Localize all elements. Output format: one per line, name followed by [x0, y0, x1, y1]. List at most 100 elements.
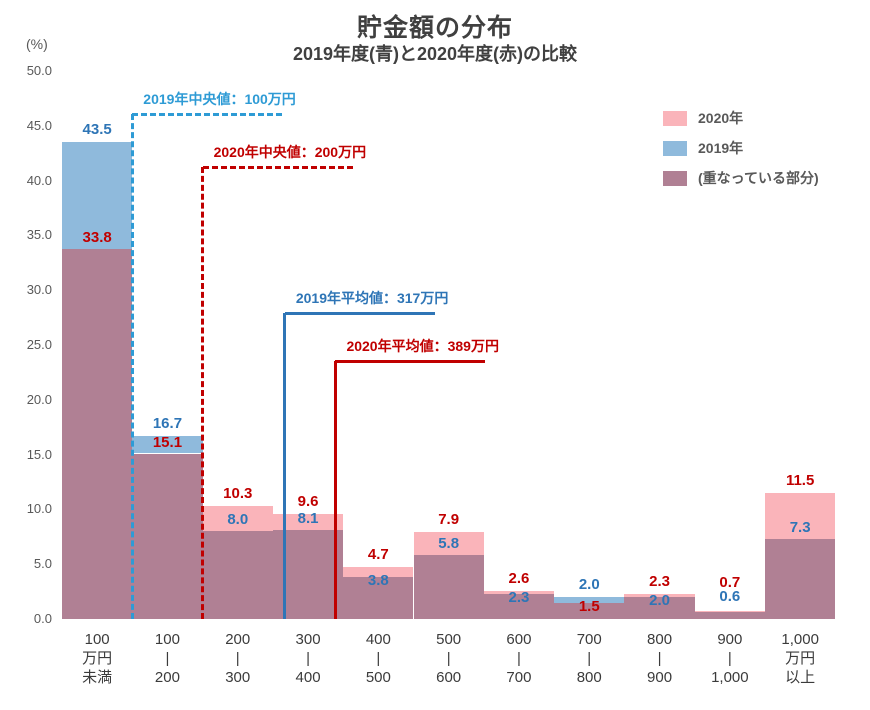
legend: 2020年 2019年 (重なっている部分) [663, 108, 819, 198]
value-label-2020: 1.5 [578, 597, 600, 615]
x-category-label-line: 400 [295, 669, 321, 686]
bar-seg-2020 [272, 513, 344, 531]
x-category-label: 300 | 400 [273, 630, 343, 687]
bar-seg-2019 [132, 435, 203, 454]
bar-seg-overlap [554, 602, 625, 619]
legend-item-label: (重なっている部分) [698, 170, 819, 186]
median-2020-label: 2020年中央値：200万円 [213, 144, 367, 160]
x-category-label: 100 万円未満 [62, 630, 132, 687]
value-label-2019: 3.8 [367, 572, 389, 590]
legend-item: (重なっている部分) [663, 168, 819, 188]
x-category-label-line: 700 [576, 631, 602, 648]
x-category-label-line: 未満 [82, 669, 113, 686]
bar-seg-overlap [694, 612, 765, 619]
bar-seg-2020 [343, 567, 414, 578]
x-category-label-line: | [587, 650, 592, 667]
value-label-2020: 2.6 [508, 569, 530, 587]
bar-seg-overlap [202, 531, 273, 619]
y-tick-label: 35.0 [26, 227, 52, 243]
y-tick-label: 30.0 [26, 282, 52, 298]
median-2019-hline [132, 112, 283, 116]
value-label-2019: 2.3 [508, 588, 530, 606]
mean-2020-label: 2020年平均値：389万円 [346, 338, 499, 354]
bar-seg-overlap [483, 593, 555, 619]
value-label-2020: 4.7 [367, 546, 389, 564]
y-tick-label: 40.0 [26, 172, 52, 188]
value-label-2019: 8.0 [227, 511, 249, 529]
median-2020-vline [201, 167, 205, 619]
y-tick-label: 10.0 [26, 501, 52, 517]
x-category-label-line: 200 [225, 631, 251, 648]
median-2020-hline [202, 165, 353, 169]
x-category-label-line: | [306, 650, 310, 667]
median-2019-label: 2019年中央値：100万円 [143, 91, 296, 107]
bar-seg-overlap [624, 597, 695, 619]
x-category-label: 700 | 800 [554, 630, 624, 687]
bar-seg-2020 [765, 492, 836, 539]
y-tick-label: 15.0 [26, 446, 52, 462]
x-category-label-line: 800 [576, 669, 602, 686]
value-label-2019: 2.0 [578, 576, 600, 594]
x-category-label-line: 100 [154, 631, 180, 648]
x-category-label: 900 | 1,000 [695, 630, 765, 687]
y-tick-label: 50.0 [26, 63, 52, 78]
value-label-2019: 5.8 [438, 535, 460, 553]
mean-2019-hline [284, 311, 435, 315]
mean-2019-label: 2019年平均値：317万円 [295, 290, 449, 306]
x-category-label-line: | [727, 650, 732, 667]
bar-seg-overlap [62, 248, 133, 619]
bar-seg-2020 [202, 506, 273, 532]
mean-2019-vline [283, 313, 287, 619]
y-tick-label: 45.0 [26, 117, 52, 133]
legend-item-label: 2019年 [698, 140, 744, 156]
value-label-2019: 0.6 [719, 588, 741, 606]
value-label-2019: 8.1 [297, 510, 319, 528]
bar-seg-2020 [624, 593, 695, 598]
bar-seg-overlap [343, 577, 414, 619]
x-category-label: 500 | 600 [414, 630, 484, 687]
value-label-2020: 10.3 [223, 485, 253, 503]
bar-seg-2020 [413, 532, 484, 556]
y-tick-label: 5.0 [33, 556, 52, 572]
legend-swatch [663, 140, 687, 156]
x-category-label-line: 200 [154, 669, 180, 686]
legend-item-label: 2020年 [698, 110, 744, 126]
mean-2020-vline [333, 361, 337, 619]
y-tick-label: 0.0 [33, 611, 52, 626]
x-category-label-line: 万円 [785, 650, 816, 667]
x-category-label-line: 万円 [82, 650, 113, 667]
x-category-label-line: 以上 [785, 669, 816, 686]
value-label-2019: 43.5 [82, 121, 112, 139]
bar-seg-overlap [765, 538, 836, 619]
x-category-label: 1,000 万円 以上 [765, 630, 835, 687]
x-category-label-line: 900 [717, 631, 743, 648]
value-label-2020: 33.8 [82, 228, 112, 246]
x-category-label: 600 | 700 [484, 630, 554, 687]
x-category-label-line: | [235, 650, 240, 667]
value-label-2020: 0.7 [719, 574, 741, 592]
bar-seg-2019 [554, 597, 625, 603]
x-category-label-line: 500 [436, 631, 462, 648]
x-category-label: 100 | 200 [132, 630, 202, 687]
legend-item: 2020年 [663, 108, 819, 128]
y-tick-label: 25.0 [26, 337, 52, 352]
x-category-label-line: 300 [225, 669, 251, 686]
x-category-label-line: 500 [365, 669, 391, 686]
x-category-label-line: | [657, 650, 662, 667]
value-label-2020: 11.5 [785, 471, 815, 489]
x-category-label-line: 700 [506, 669, 532, 686]
x-category-label-line: 400 [365, 631, 391, 648]
x-category-label-line: 900 [647, 669, 673, 686]
bar-seg-2019 [62, 142, 133, 249]
x-category-label-line: 600 [506, 631, 532, 648]
mean-2020-hline [335, 359, 486, 363]
value-label-2020: 2.3 [649, 572, 670, 590]
x-category-label-line: | [516, 650, 521, 667]
bar-seg-2020 [694, 611, 765, 613]
value-label-2020: 7.9 [438, 511, 460, 529]
y-tick-label: 20.0 [26, 391, 52, 407]
value-label-2019: 16.7 [152, 414, 183, 432]
x-category-label-line: 800 [647, 631, 673, 648]
x-category-label-line: 100 [84, 631, 110, 648]
